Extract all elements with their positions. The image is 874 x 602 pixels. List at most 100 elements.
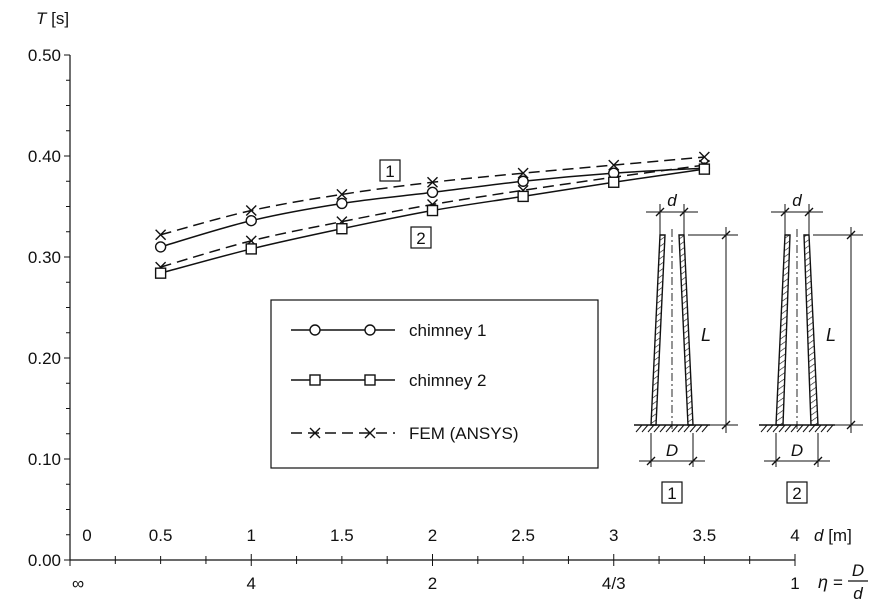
x-primary-tick-label: 1 <box>247 526 256 545</box>
data-point <box>336 197 348 210</box>
ground-hatch <box>784 424 792 433</box>
x-primary-tick-label: 3.5 <box>693 526 717 545</box>
y-tick-label: 0.40 <box>28 147 61 166</box>
chimney-inset: d D L 1 d D L 2 <box>634 191 863 504</box>
ground-hatch <box>659 424 667 433</box>
curve-label-text: 2 <box>416 229 425 248</box>
x-primary-tick-label: 2.5 <box>511 526 535 545</box>
chimney-label-text: 2 <box>792 484 801 503</box>
x-secondary-tick-label: 1 <box>790 574 799 593</box>
dim-label-D: D <box>791 441 803 460</box>
ground-hatch <box>689 424 697 433</box>
ground-hatch <box>647 424 655 433</box>
curves: 12 <box>154 151 711 279</box>
y-axis-symbol: T <box>36 9 48 28</box>
dim-label-d: d <box>667 191 677 210</box>
chimney-label-box <box>661 481 683 504</box>
data-point <box>517 175 529 187</box>
curve-label-1: 1 <box>379 159 401 182</box>
legend-box <box>270 299 599 469</box>
series-2 <box>154 163 711 279</box>
chimney-label-text: 1 <box>667 484 676 503</box>
data-point <box>245 243 257 255</box>
legend-marker <box>364 374 376 386</box>
x-primary-tick-label: 0.5 <box>149 526 173 545</box>
ground-hatch <box>778 424 786 433</box>
x-axis-symbol: d <box>814 526 824 545</box>
dim-tick <box>688 456 698 466</box>
eta-denominator: d <box>853 584 863 602</box>
x-primary-tick-label: 3 <box>609 526 618 545</box>
data-point <box>245 214 257 227</box>
x-secondary-tick-label: 4/3 <box>602 574 626 593</box>
ground-hatch <box>796 424 804 433</box>
data-point <box>608 159 620 171</box>
axes: 0.00 0.10 0.20 0.30 0.40 0.50 T [s] 0 0.5 1 1.5 2 2.… <box>28 9 868 602</box>
dim-label-d: d <box>792 191 802 210</box>
curve-label-box <box>410 226 432 249</box>
y-axis-unit: [s] <box>46 9 69 28</box>
series-3 <box>155 151 710 241</box>
dim-tick <box>679 207 689 217</box>
curve-label-text: 1 <box>385 162 394 181</box>
dim-tick <box>646 456 656 466</box>
data-point <box>336 188 348 200</box>
data-point <box>245 205 257 217</box>
eta-numerator: D <box>852 561 864 580</box>
legend-label: chimney 1 <box>409 321 486 340</box>
legend-marker <box>364 427 376 439</box>
ground-hatch <box>671 424 679 433</box>
chimney-wall-right <box>803 234 819 426</box>
ground-hatch <box>790 424 798 433</box>
x-secondary-tick-label: ∞ <box>72 574 84 593</box>
legend-item: chimney 1 <box>291 321 486 340</box>
chimney-2: d D L 2 <box>759 191 863 504</box>
dim-tick <box>804 207 814 217</box>
data-point <box>698 163 711 175</box>
legend-marker <box>364 324 376 336</box>
data-point <box>155 229 167 241</box>
ground-hatch <box>820 424 828 433</box>
dim-label-L: L <box>826 325 836 345</box>
data-point <box>698 151 710 163</box>
eta-symbol: η <box>818 572 828 592</box>
legend-item: chimney 2 <box>291 371 486 390</box>
ground-hatch <box>695 424 703 433</box>
dim-tick <box>780 207 790 217</box>
y-axis-title: T [s] <box>36 9 69 28</box>
legend-marker <box>309 324 321 336</box>
dim-tick <box>846 230 856 240</box>
x-primary-tick-label: 4 <box>790 526 799 545</box>
ground-hatch <box>814 424 822 433</box>
dim-tick <box>721 420 731 430</box>
data-point <box>336 223 348 235</box>
legend: chimney 1 chimney 2 FEM (ANSYS) <box>270 299 599 469</box>
ground-hatch <box>701 424 709 433</box>
ground-hatch <box>760 424 768 433</box>
x-primary-tick-label: 1.5 <box>330 526 354 545</box>
chimney-1: d D L 1 <box>634 191 738 504</box>
legend-label: FEM (ANSYS) <box>409 424 519 443</box>
legend-item: FEM (ANSYS) <box>291 424 519 443</box>
y-tick-label: 0.20 <box>28 349 61 368</box>
dim-tick <box>813 456 823 466</box>
data-point <box>426 204 439 217</box>
ground-hatch <box>635 424 643 433</box>
data-point <box>426 186 439 199</box>
ground-hatch <box>772 424 780 433</box>
x-primary-tick-label: 0 <box>82 526 91 545</box>
legend-marker <box>309 374 321 386</box>
data-point <box>608 176 620 188</box>
data-point <box>154 241 167 253</box>
y-tick-label: 0.50 <box>28 46 61 65</box>
ground-hatch <box>826 424 834 433</box>
chimney-wall-left <box>650 234 666 426</box>
y-tick-label: 0.10 <box>28 450 61 469</box>
ground-hatch <box>653 424 661 433</box>
dim-tick <box>721 230 731 240</box>
legend-label: chimney 2 <box>409 371 486 390</box>
chimney-wall-left <box>775 234 791 426</box>
eta-equals: = <box>833 573 843 592</box>
ground-hatch <box>677 424 685 433</box>
data-point <box>517 190 529 203</box>
